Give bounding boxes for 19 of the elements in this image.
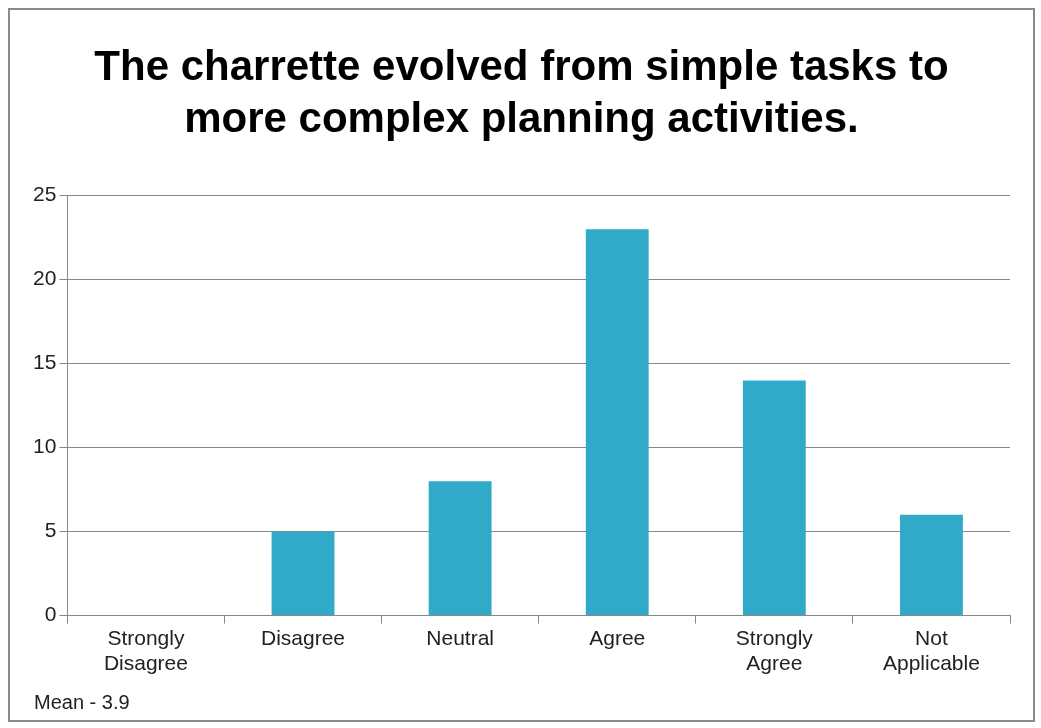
bar	[428, 481, 492, 616]
bar	[900, 514, 963, 616]
bar	[742, 380, 806, 616]
chart-title: The charrette evolved from simple tasks to more complex planning activities.	[93, 41, 950, 143]
bar	[271, 531, 335, 616]
y-tick-label: 5	[44, 518, 57, 542]
y-tick-label: 20	[33, 266, 57, 290]
bar	[585, 229, 649, 616]
x-tick-label: Disagree	[261, 626, 346, 649]
x-tick-label: Strongly Disagree	[103, 626, 188, 675]
y-tick-label: 25	[33, 182, 57, 206]
y-tick-label: 15	[33, 350, 57, 374]
y-tick-label: 0	[44, 602, 57, 626]
x-tick-label: Neutral	[426, 626, 494, 649]
y-tick-label: 10	[33, 434, 57, 458]
x-tick-label: Agree	[589, 626, 646, 649]
text: Mean - 3.9	[34, 691, 130, 714]
x-tick-label: Not Applicable	[882, 626, 980, 675]
x-tick-label: Strongly Agree	[735, 626, 814, 675]
